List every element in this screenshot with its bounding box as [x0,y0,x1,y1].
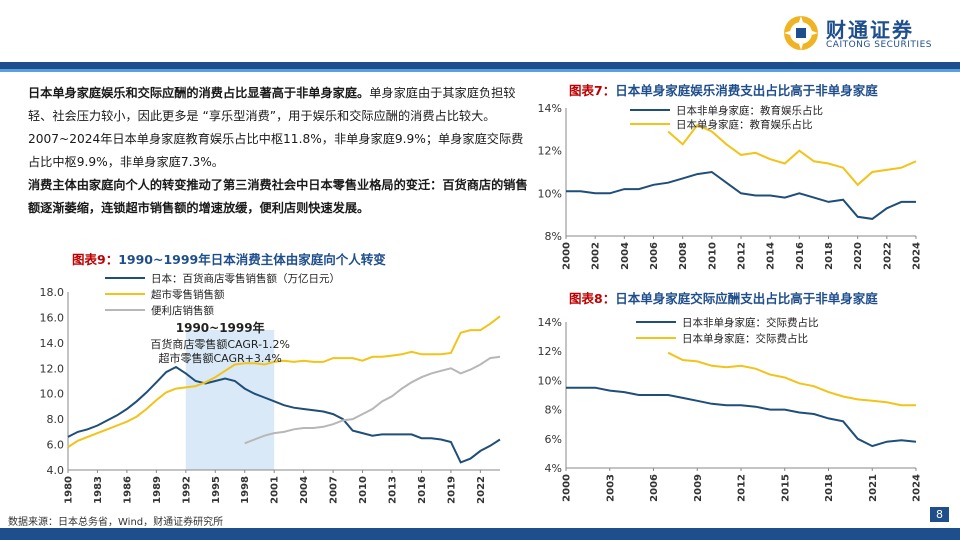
chart9-line-chart: 4.0 6.0 8.0 10.0 12.0 14.0 16.0 18.0 1980 1983 198… [40,272,501,504]
c7-x-tick-label: 2012 [737,242,748,270]
commentary-lead-2: 消费主体由家庭向个人的转变推动了第三消费社会中日本零售业格局的变迁：百货商店的销… [28,178,528,215]
c9-x-tick-label: 2016 [417,476,428,504]
c8-y-tick-label: 4% [545,462,562,475]
header-rule [0,62,960,69]
c8-x-tick-label: 2000 [562,474,573,502]
footer-band [0,528,960,540]
c9-x-tick-label: 2010 [358,476,369,504]
c8-x-tick-label: 2024 [912,474,923,502]
c7-series-line-0 [566,170,916,220]
c7-x-tick-label: 2016 [795,242,806,270]
c9-y-tick-label: 14.0 [40,337,65,350]
c8-x-tick-label: 2012 [737,474,748,502]
chart8-title: 图表8：日本单身家庭交际应酬支出占比高于非单身家庭 [569,288,878,307]
c9-x-tick-label: 1992 [181,476,192,504]
c9-x-tick-label: 1986 [122,476,133,504]
c9-series-line-0 [67,365,501,464]
c8-legend-label-0: 日本非单身家庭：交际费占比 [682,316,819,329]
c9-x-tick-label: 2004 [299,476,310,504]
c9-x-tick-label: 2019 [446,476,457,504]
brand-name-en: CAITONG SECURITIES [826,40,932,50]
c8-series-line-0 [566,386,917,448]
chart8-title-text: 日本单身家庭交际应酬支出占比高于非单身家庭 [615,291,878,306]
c7-x-tick-label: 2020 [853,242,864,270]
chart7-title: 图表7：日本单身家庭娱乐消费支出占比高于非单身家庭 [569,80,878,99]
c9-y-tick-label: 18.0 [40,286,65,299]
brand-logo: 财通证券 CAITONG SECURITIES [782,12,952,56]
c7-series-line-1 [667,123,917,187]
commentary-lead-1: 日本单身家庭娱乐和交际应酬的消费占比显著高于非单身家庭。 [28,86,370,100]
c9-shaded-period [185,330,275,470]
c7-y-tick-label: 14% [538,102,562,115]
c7-x-tick-label: 2006 [649,242,660,270]
chart7-title-label: 图表7： [569,83,616,98]
c9-x-tick-label: 1998 [240,476,251,504]
c9-series-line-2 [244,355,501,445]
c9-x-tick-label: 1995 [211,476,222,504]
c7-x-tick-label: 2010 [707,242,718,270]
c7-legend-label-0: 日本非单身家庭：教育娱乐占比 [676,104,823,117]
c9-legend-label-1: 超市零售销售额 [151,288,225,301]
chart7-title-text: 日本单身家庭娱乐消费支出占比高于非单身家庭 [615,83,878,98]
commentary-body: 单身家庭由于其家庭负担较轻、社会压力较小，因此更多是 “享乐型消费”，用于娱乐和… [28,86,524,169]
c9-x-tick-label: 1989 [152,476,163,504]
c7-x-tick-label: 2004 [620,242,631,270]
brand-emblem-icon [784,16,818,50]
c8-y-tick-label: 6% [545,433,562,446]
c8-legend-label-1: 日本单身家庭：交际费占比 [682,332,808,345]
data-source: 数据来源：日本总务省，Wind，财通证券研究所 [8,517,224,528]
c9-x-tick-label: 1980 [64,476,75,504]
c7-legend-label-1: 日本单身家庭：教育娱乐占比 [676,118,813,131]
c9-y-tick-label: 4.0 [47,464,65,477]
commentary-text: 日本单身家庭娱乐和交际应酬的消费占比显著高于非单身家庭。单身家庭由于其家庭负担较… [28,82,528,220]
c7-y-tick-label: 8% [545,230,562,243]
c8-y-tick-label: 12% [538,345,562,358]
chart9-title: 图表9：1990~1999年日本消费主体由家庭向个人转变 [72,249,386,268]
c7-x-tick-label: 2024 [912,242,923,270]
c8-x-tick-label: 2009 [693,474,704,502]
chart8-line-chart: 4% 6% 8% 10% 12% 14% 2000 2003 2006 2009 2012 2015 2… [538,316,923,502]
page-number: 8 [930,507,949,522]
c7-x-tick-label: 2018 [824,242,835,270]
c9-y-tick-label: 10.0 [40,388,65,401]
c7-x-tick-label: 2000 [562,242,573,270]
c8-y-tick-label: 10% [538,374,562,387]
c8-x-tick-label: 2021 [868,474,879,502]
c7-x-tick-label: 2008 [678,242,689,270]
c9-x-tick-label: 2013 [388,476,399,504]
c9-series-line-1 [67,315,501,448]
c9-legend-label-2: 便利店销售额 [151,304,214,317]
chart9-title-label: 图表9： [72,252,119,267]
c9-annotation-0: 1990~1999年 [176,320,265,335]
c9-x-tick-label: 1983 [93,476,104,504]
c8-y-tick-label: 8% [545,404,562,417]
header-rule-accent [0,69,960,72]
c7-x-tick-label: 2022 [882,242,893,270]
c9-y-tick-label: 8.0 [47,413,65,426]
c8-x-tick-label: 2003 [605,474,616,502]
c9-annotation-1: 百货商店零售额CAGR-1.2% [150,337,290,351]
c9-x-tick-label: 2001 [270,476,281,504]
brand-name-cn: 财通证券 [826,18,914,42]
chart7-line-chart: 8% 10% 12% 14% 2000 2002 2004 2006 2008 2010 2012 2… [538,102,923,270]
c7-y-tick-label: 10% [538,187,562,200]
c7-x-tick-label: 2014 [766,242,777,270]
chart8-title-label: 图表8： [569,291,616,306]
c9-y-tick-label: 12.0 [40,362,65,375]
c9-annotation-2: 超市零售额CAGR+3.4% [159,351,282,365]
c9-y-tick-label: 6.0 [47,439,65,452]
c8-y-tick-label: 14% [538,316,562,329]
c7-x-tick-label: 2002 [591,242,602,270]
c8-x-tick-label: 2006 [649,474,660,502]
c8-x-tick-label: 2015 [780,474,791,502]
c8-series-line-1 [667,351,916,407]
c9-y-tick-label: 16.0 [40,311,65,324]
c9-x-tick-label: 2007 [329,476,340,504]
c9-legend-label-0: 日本：百货商店零售销售额（万亿日元） [151,272,340,285]
chart9-title-text: 1990~1999年日本消费主体由家庭向个人转变 [118,252,386,267]
c8-x-tick-label: 2018 [824,474,835,502]
c7-y-tick-label: 12% [538,145,562,158]
c9-x-tick-label: 2022 [476,476,487,504]
